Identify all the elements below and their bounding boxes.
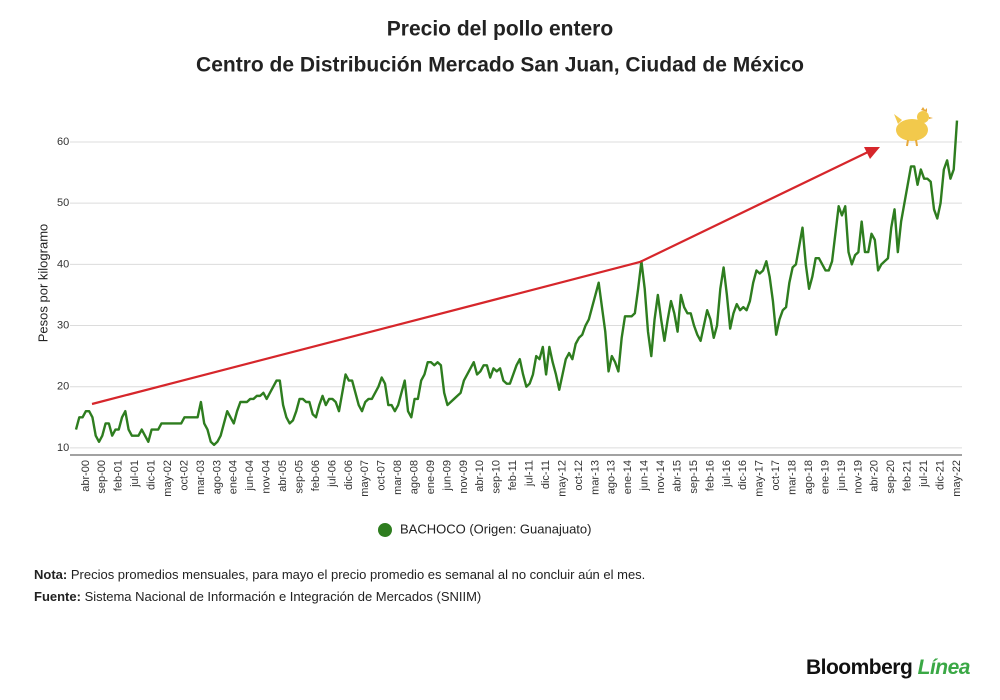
brand-suffix: Línea bbox=[918, 656, 971, 679]
legend-swatch bbox=[378, 523, 392, 537]
y-tick-label: 50 bbox=[57, 197, 69, 209]
x-tick-label: feb-21 bbox=[902, 460, 914, 491]
x-tick-label: feb-06 bbox=[310, 460, 322, 491]
x-tick-label: oct-17 bbox=[770, 460, 782, 491]
x-tick-label: abr-10 bbox=[474, 460, 486, 492]
legend-label: BACHOCO (Origen: Guanajuato) bbox=[400, 521, 591, 536]
x-tick-label: ago-03 bbox=[211, 460, 223, 494]
x-tick-label: jul-11 bbox=[524, 460, 536, 487]
x-tick-label: nov-09 bbox=[458, 460, 470, 494]
chart-subtitle: Centro de Distribución Mercado San Juan,… bbox=[196, 54, 804, 77]
x-tick-label: may-17 bbox=[754, 460, 766, 497]
arrow-head bbox=[864, 147, 880, 159]
x-tick-label: abr-05 bbox=[277, 460, 289, 492]
grid: 10 20 30 40 50 60 bbox=[57, 136, 962, 456]
x-tick-label: mar-08 bbox=[392, 460, 404, 495]
source-label: Fuente: bbox=[34, 589, 81, 604]
x-tick-label: jun-14 bbox=[639, 460, 651, 492]
x-tick-label: sep-15 bbox=[688, 460, 700, 494]
source-text: Sistema Nacional de Información e Integr… bbox=[85, 589, 482, 604]
x-tick-label: ene-04 bbox=[228, 460, 240, 494]
x-tick-label: jul-01 bbox=[129, 460, 141, 488]
x-tick-label: ene-14 bbox=[622, 460, 634, 494]
x-tick-label: mar-03 bbox=[195, 460, 207, 495]
x-tick-label: jun-04 bbox=[244, 460, 256, 492]
x-tick-label: may-12 bbox=[556, 460, 568, 497]
legend: BACHOCO (Origen: Guanajuato) bbox=[378, 521, 591, 537]
x-tick-label: nov-04 bbox=[261, 460, 273, 494]
x-tick-label: mar-13 bbox=[589, 460, 601, 495]
y-axis-label: Pesos por kilogramo bbox=[35, 224, 50, 343]
x-tick-label: dic-21 bbox=[934, 460, 946, 490]
x-tick-label: sep-00 bbox=[96, 460, 108, 494]
footnote: Nota: Precios promedios mensuales, para … bbox=[34, 567, 645, 582]
x-tick-label: ene-09 bbox=[425, 460, 437, 494]
x-tick-label: jul-16 bbox=[721, 460, 733, 488]
footnote-label: Nota: bbox=[34, 567, 67, 582]
chicken-icon bbox=[894, 107, 933, 147]
footnote-text: Precios promedios mensuales, para mayo e… bbox=[71, 567, 645, 582]
x-tick-label: ene-19 bbox=[819, 460, 831, 494]
y-tick-label: 60 bbox=[57, 136, 69, 148]
y-tick-label: 30 bbox=[57, 319, 69, 331]
x-tick-label: ago-13 bbox=[606, 460, 618, 494]
x-tick-label: may-22 bbox=[951, 460, 963, 497]
y-tick-label: 40 bbox=[57, 258, 69, 270]
x-tick-label: dic-11 bbox=[540, 460, 552, 489]
x-tick-label: oct-07 bbox=[376, 460, 388, 491]
chart-title: Precio del pollo entero bbox=[387, 18, 613, 41]
x-tick-label: jun-19 bbox=[836, 460, 848, 492]
series-lines bbox=[74, 120, 959, 447]
x-tick-label: mar-18 bbox=[787, 460, 799, 495]
series-line bbox=[74, 120, 959, 447]
trend-arrow bbox=[91, 147, 880, 406]
x-tick-label: feb-16 bbox=[704, 460, 716, 491]
x-tick-label: feb-01 bbox=[113, 460, 125, 491]
x-tick-label: ago-18 bbox=[803, 460, 815, 494]
x-tick-label: jul-21 bbox=[918, 460, 930, 488]
x-tick-label: dic-06 bbox=[343, 460, 355, 490]
x-tick-label: ago-08 bbox=[408, 460, 420, 494]
source: Fuente: Sistema Nacional de Información … bbox=[34, 589, 481, 604]
x-tick-label: jun-09 bbox=[441, 460, 453, 492]
y-tick-label: 10 bbox=[57, 442, 69, 454]
x-tick-label: may-07 bbox=[359, 460, 371, 497]
x-tick-label: feb-11 bbox=[507, 460, 519, 490]
x-tick-label: oct-02 bbox=[178, 460, 190, 491]
x-tick-label: dic-01 bbox=[146, 460, 158, 490]
brand-logo: Bloomberg Línea bbox=[806, 656, 971, 679]
x-tick-label: sep-10 bbox=[491, 460, 503, 494]
x-tick-label: abr-20 bbox=[869, 460, 881, 492]
x-tick-label: sep-05 bbox=[293, 460, 305, 494]
x-tick-label: abr-15 bbox=[671, 460, 683, 492]
y-tick-label: 20 bbox=[57, 381, 69, 393]
x-tick-label: may-02 bbox=[162, 460, 174, 497]
x-tick-label: jul-06 bbox=[326, 460, 338, 488]
arrow-line bbox=[91, 151, 869, 406]
brand-name: Bloomberg bbox=[806, 656, 912, 679]
x-tick-label: nov-19 bbox=[852, 460, 864, 494]
x-axis-labels: abr-00 sep-00 feb-01 jul-01 dic-01 may-02 oct-… bbox=[80, 460, 963, 497]
x-tick-label: oct-12 bbox=[573, 460, 585, 491]
x-tick-label: nov-14 bbox=[655, 460, 667, 494]
x-tick-label: sep-20 bbox=[885, 460, 897, 494]
x-tick-label: dic-16 bbox=[737, 460, 749, 490]
x-tick-label: abr-00 bbox=[80, 460, 92, 492]
